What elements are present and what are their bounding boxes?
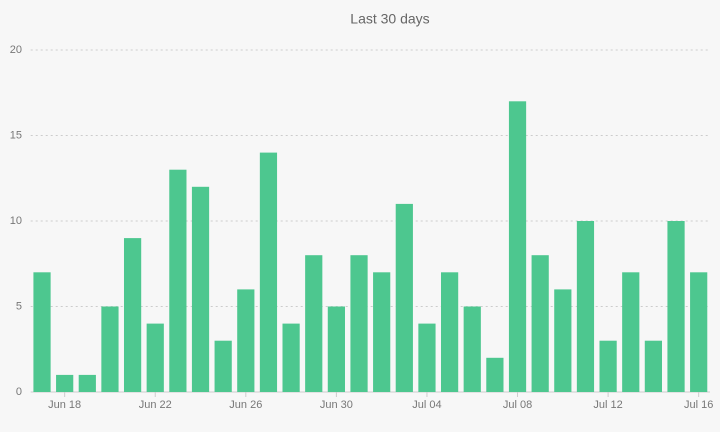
bar (259, 152, 278, 392)
bar (554, 289, 572, 392)
bar (508, 101, 527, 393)
bar (33, 272, 51, 392)
bar (599, 340, 617, 392)
bar (644, 340, 662, 392)
bar (146, 323, 164, 392)
bar (667, 221, 685, 392)
y-tick-label: 20 (10, 44, 22, 56)
x-tick-label: Jul 04 (412, 399, 441, 411)
bar (395, 203, 413, 392)
bar (531, 255, 549, 392)
bar (350, 255, 368, 392)
bar (101, 306, 119, 392)
bar (373, 272, 391, 392)
bar (56, 374, 74, 392)
bar (486, 357, 504, 392)
bar (78, 374, 96, 392)
bar (327, 306, 345, 392)
bar (282, 323, 300, 392)
bar (463, 306, 481, 392)
y-tick-label: 10 (10, 215, 22, 227)
y-tick-label: 5 (16, 300, 22, 312)
x-tick-label: Jul 08 (503, 399, 532, 411)
bar (191, 186, 210, 392)
bar (440, 272, 459, 392)
bar (237, 289, 255, 392)
bar (305, 255, 323, 392)
bar (690, 272, 708, 392)
chart-title: Last 30 days (350, 11, 429, 27)
y-tick-label: 15 (10, 129, 22, 141)
bar (418, 323, 436, 392)
x-tick-label: Jun 30 (320, 399, 353, 411)
x-tick-label: Jun 26 (229, 399, 262, 411)
x-tick-label: Jul 12 (593, 399, 622, 411)
y-tick-label: 0 (16, 386, 22, 398)
x-tick-label: Jun 18 (48, 399, 81, 411)
bar (123, 238, 142, 392)
bar (576, 221, 595, 392)
bar (214, 340, 232, 392)
bar (622, 272, 640, 392)
x-tick-label: Jul 16 (684, 399, 713, 411)
x-tick-label: Jun 22 (139, 399, 172, 411)
bar (169, 169, 187, 392)
